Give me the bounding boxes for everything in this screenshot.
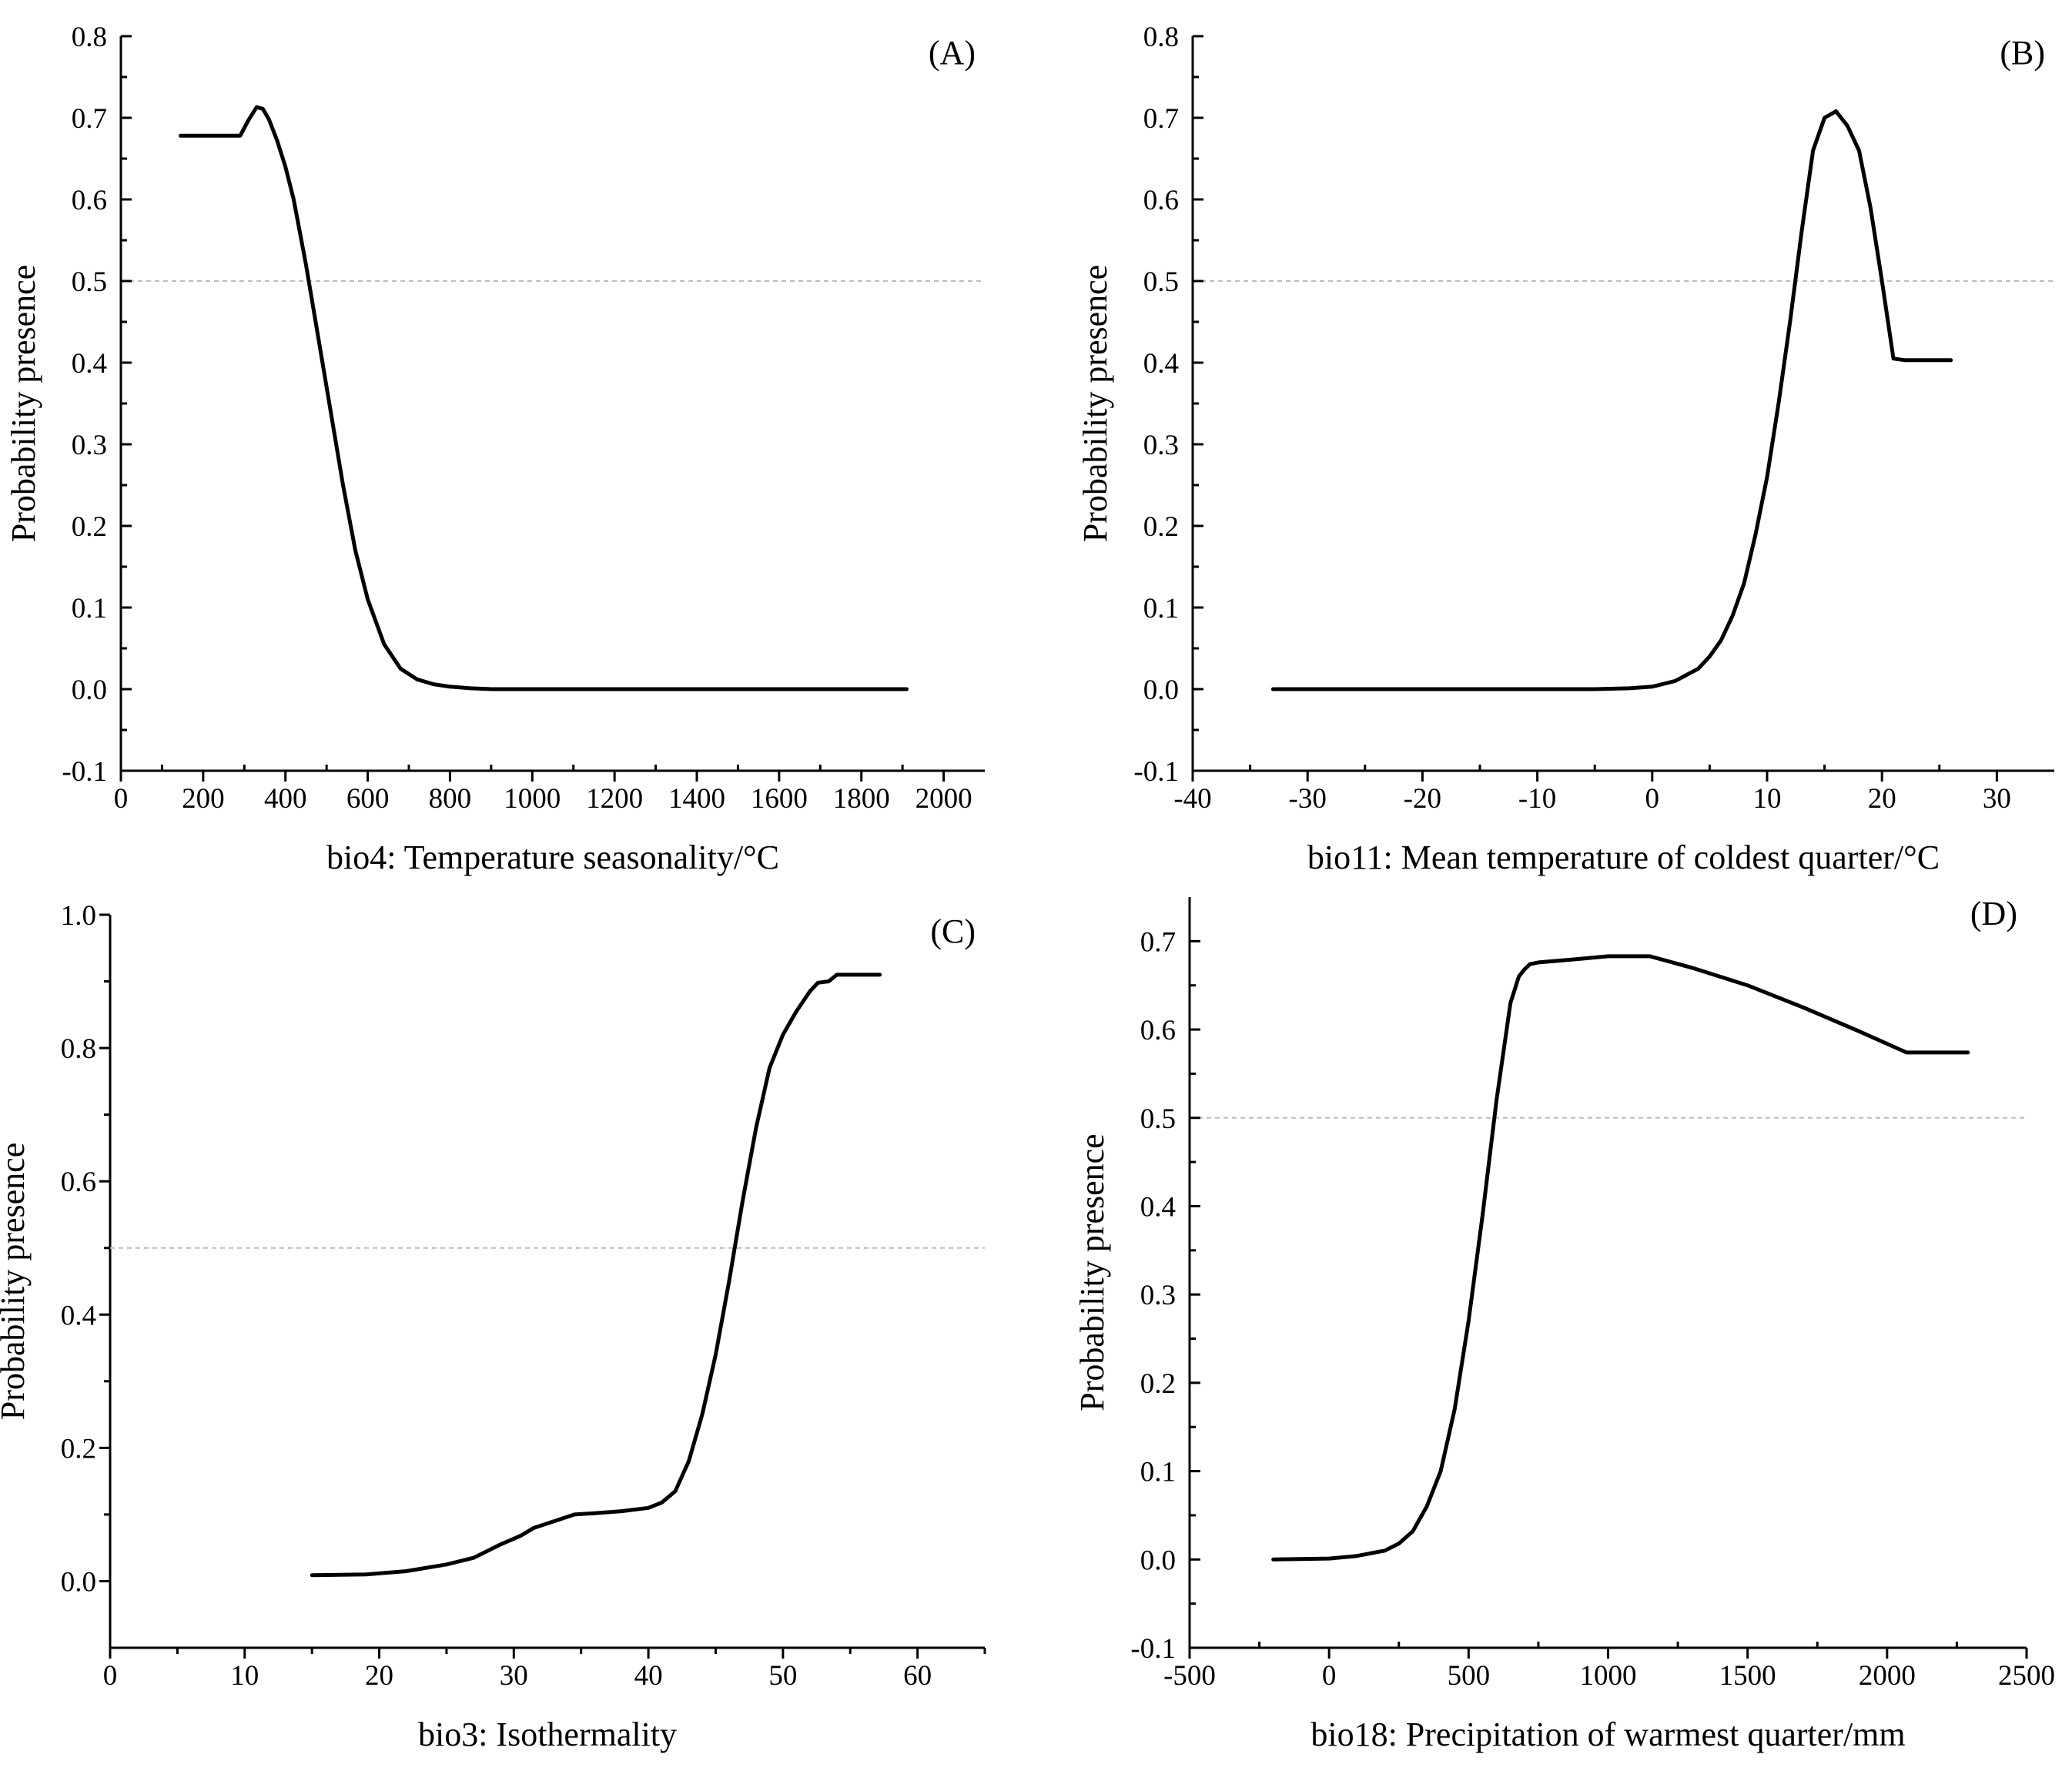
panel-d-y-tick-label: 0.7 [1140,926,1176,958]
panel-a-y-tick-label: 0.7 [72,103,107,135]
panel-b-chart: -40 -30 -20 -10 0 10 20 30 -0.1 0.0 0.1 0.2 0.3 0.4 0.… [1076,22,2054,876]
panel-c-y-axis-title: Probability presence [0,1143,32,1420]
panel-a-x-axis-title: bio4: Temperature seasonality/°C [326,839,779,876]
panel-a-y-tick-label: 0.1 [72,593,107,624]
panel-a-y-tick-label: 0.4 [72,348,107,380]
panel-a-y-tick-label: 0.8 [72,22,107,53]
panel-b-y-tick-label: 0.0 [1143,675,1179,706]
panel-c-y-tick-label: 0.2 [61,1433,96,1465]
panel-d-label: (D) [1970,895,2017,932]
panel-c-y-tick-label: 0.6 [61,1167,96,1198]
panel-a-y-tick-label: 0.6 [72,185,107,216]
panel-d-x-tick-label: 2000 [1859,1660,1916,1692]
panel-a-x-tick-label: 1800 [833,783,890,815]
panel-a-x-tick-label: 1600 [751,783,808,815]
panel-b-y-tick-label: 0.8 [1143,22,1179,53]
panel-c-x-tick-label: 30 [500,1660,528,1692]
panel-a-y-axis-title: Probability presence [5,265,42,542]
panel-b-x-tick-label: 30 [1983,783,2011,815]
panel-b-x-tick-label: -40 [1173,783,1211,815]
panel-d-x-tick-label: 1000 [1580,1660,1637,1692]
panel-d-x-tick-label: 0 [1322,1660,1337,1692]
panel-b-y-tick-label: -0.1 [1133,756,1179,788]
panel-b-y-tick-label: 0.1 [1143,593,1179,624]
panel-c-x-axis-title: bio3: Isothermality [418,1716,677,1753]
panel-b-y-tick-label: 0.5 [1143,266,1179,298]
panel-b-x-tick-label: -10 [1518,783,1556,815]
panel-d-x-tick-label: -500 [1163,1660,1216,1692]
panel-a-label: (A) [929,34,976,72]
panel-a-y-tick-label: 0.0 [72,675,107,706]
panel-c-x-tick-label: 60 [903,1660,932,1692]
panel-d-x-tick-label: 500 [1448,1660,1491,1692]
panel-c-x-tick-label: 50 [768,1660,797,1692]
panel-b-x-tick-label: 0 [1645,783,1660,815]
panel-c-response-curve [310,973,882,1578]
panel-d-y-tick-label: 0.2 [1140,1368,1176,1400]
panel-b-y-tick-label: 0.7 [1143,103,1179,135]
panel-d-y-tick-label: 0.3 [1140,1280,1176,1311]
panel-d-response-curve [1271,954,1970,1562]
panel-d-y-tick-label: -0.1 [1130,1633,1176,1665]
panel-a-x-tick-label: 800 [429,783,472,815]
panel-a-x-tick-label: 1400 [668,783,725,815]
panel-c-x-tick-label: 0 [103,1660,118,1692]
panel-d-x-tick-label: 1500 [1719,1660,1776,1692]
panel-d-y-axis-title: Probability presence [1073,1133,1111,1411]
panel-c-y-tick-label: 0.4 [61,1300,96,1331]
panel-b-x-tick-label: 20 [1868,783,1896,815]
panel-a-x-tick-label: 0 [114,783,129,815]
panel-d-y-tick-label: 0.0 [1140,1545,1176,1576]
panel-b-x-tick-label: -30 [1289,783,1327,815]
panel-a-response-curve [179,105,909,691]
panel-b-y-tick-label: 0.3 [1143,430,1179,461]
panel-a-x-tick-label: 600 [346,783,390,815]
panel-d-x-tick-label: 2500 [1998,1660,2055,1692]
panel-c-x-tick-label: 10 [230,1660,259,1692]
panel-a-x-tick-label: 400 [264,783,307,815]
panel-d-y-tick-label: 0.1 [1140,1457,1176,1488]
panel-a-chart: 0 200 400 600 800 1000 1200 1400 1600 1800 2000 -0.… [5,22,985,876]
panel-d-y-tick-label: 0.5 [1140,1103,1176,1135]
panel-d-y-tick-label: 0.4 [1140,1191,1176,1223]
panel-d-chart: -500 0 500 1000 1500 2000 2500 -0.1 0.0 0.1 0.2 0.3… [1073,895,2055,1753]
panel-a-x-tick-label: 200 [182,783,225,815]
panel-b-y-tick-label: 0.6 [1143,185,1179,216]
panel-a-y-tick-label: 0.5 [72,266,107,298]
panel-c-chart: 0 10 20 30 40 50 60 0.0 0.2 0.4 0.6 0.8 1.0 (C) bio3: … [0,900,986,1753]
panel-c-x-tick-label: 40 [634,1660,663,1692]
panel-b-y-axis-title: Probability presence [1076,265,1114,542]
panel-b-response-curve [1270,109,1953,691]
panel-a-y-tick-label: -0.1 [62,756,107,788]
panel-d-x-axis-title: bio18: Precipitation of warmest quarter/… [1310,1716,1905,1753]
panel-a-x-tick-label: 1200 [586,783,643,815]
panel-b-y-tick-label: 0.4 [1143,348,1179,380]
panel-b-x-axis-title: bio11: Mean temperature of coldest quart… [1307,839,1940,876]
panel-c-y-tick-label: 1.0 [61,900,96,932]
panel-c-y-tick-label: 0.0 [61,1566,96,1598]
panel-d-y-tick-label: 0.6 [1140,1015,1176,1046]
panel-b-x-tick-label: -20 [1404,783,1441,815]
panel-b-y-tick-label: 0.2 [1143,511,1179,543]
panel-a-y-tick-label: 0.3 [72,430,107,461]
panel-a-y-tick-label: 0.2 [72,511,107,543]
panel-b-label: (B) [2000,34,2045,72]
panel-a-x-tick-label: 2000 [915,783,972,815]
panel-a-x-tick-label: 1000 [504,783,561,815]
panel-c-label: (C) [930,912,976,950]
panel-c-x-tick-label: 20 [365,1660,393,1692]
panel-c-y-tick-label: 0.8 [61,1033,96,1065]
panel-b-x-tick-label: 10 [1753,783,1782,815]
